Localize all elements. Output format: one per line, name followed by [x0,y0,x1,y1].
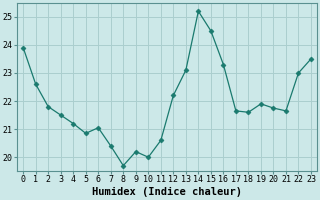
X-axis label: Humidex (Indice chaleur): Humidex (Indice chaleur) [92,187,242,197]
